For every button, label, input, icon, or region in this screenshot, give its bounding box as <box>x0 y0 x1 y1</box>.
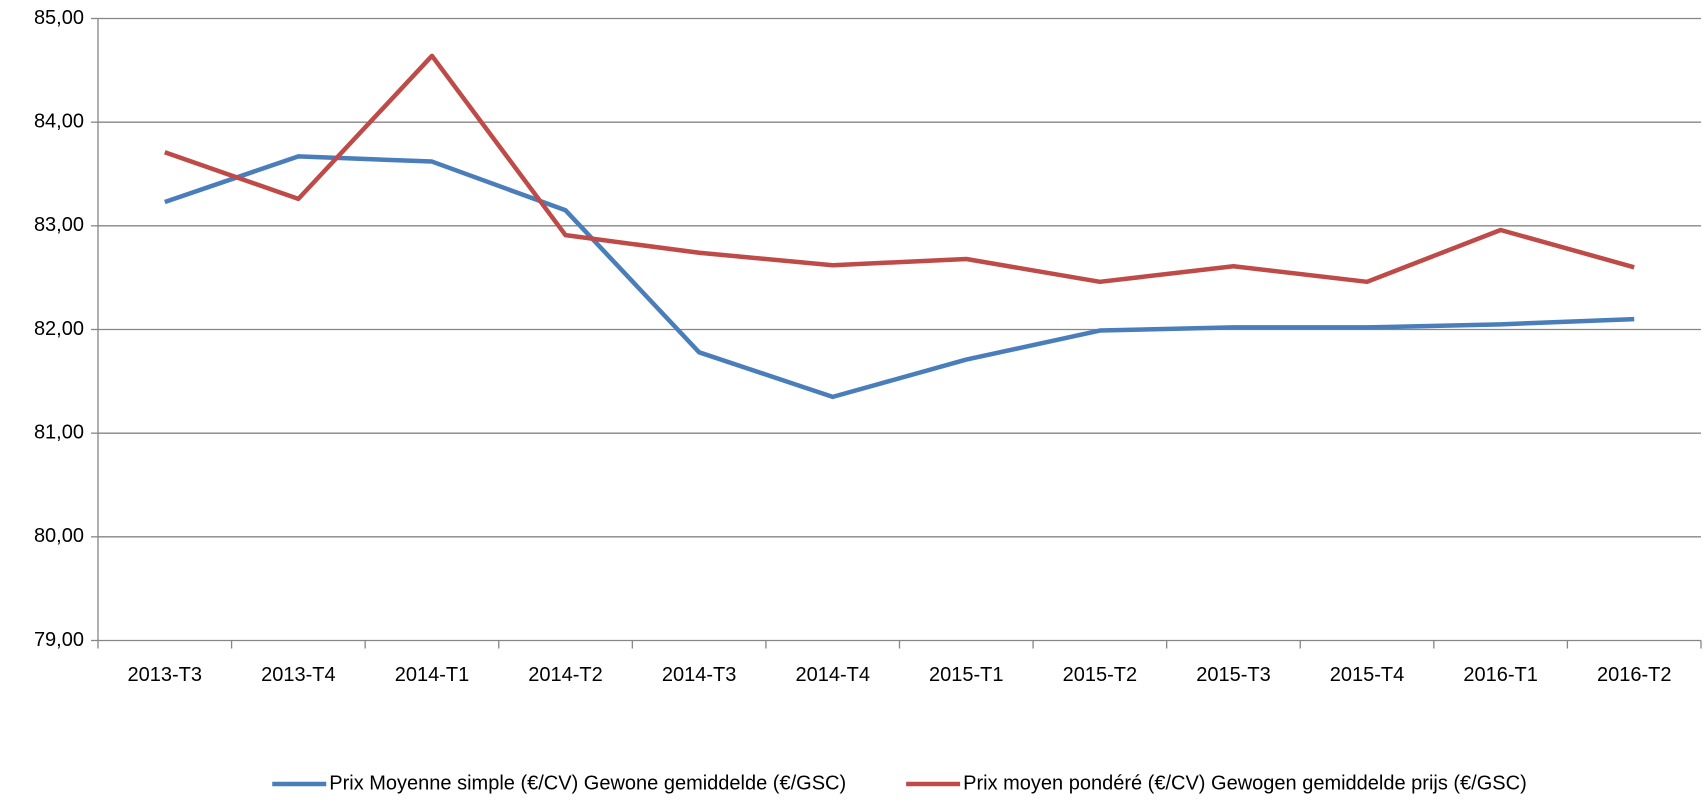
x-tick-label: 2015-T2 <box>1063 664 1138 686</box>
y-tick-label: 85,00 <box>34 7 84 29</box>
legend-label: Prix Moyenne simple (€/CV) Gewone gemidd… <box>329 772 846 794</box>
x-tick-label: 2014-T1 <box>395 664 470 686</box>
x-tick-label: 2015-T4 <box>1330 664 1405 686</box>
x-tick-label: 2013-T4 <box>261 664 336 686</box>
y-tick-label: 82,00 <box>34 318 84 340</box>
y-tick-label: 81,00 <box>34 421 84 443</box>
x-tick-label: 2014-T4 <box>795 664 870 686</box>
y-tick-label: 80,00 <box>34 525 84 547</box>
y-tick-label: 79,00 <box>34 629 84 651</box>
y-tick-label: 84,00 <box>34 110 84 132</box>
y-tick-label: 83,00 <box>34 214 84 236</box>
x-tick-label: 2015-T3 <box>1196 664 1271 686</box>
x-tick-label: 2014-T3 <box>662 664 737 686</box>
x-tick-label: 2013-T3 <box>128 664 203 686</box>
legend-label: Prix moyen pondéré (€/CV) Gewogen gemidd… <box>963 772 1527 794</box>
series-line <box>164 53 1635 285</box>
x-tick-label: 2015-T1 <box>929 664 1004 686</box>
x-tick-label: 2016-T1 <box>1463 664 1538 686</box>
series-line <box>164 154 1635 400</box>
x-tick-label: 2016-T2 <box>1597 664 1672 686</box>
x-tick-label: 2014-T2 <box>528 664 603 686</box>
